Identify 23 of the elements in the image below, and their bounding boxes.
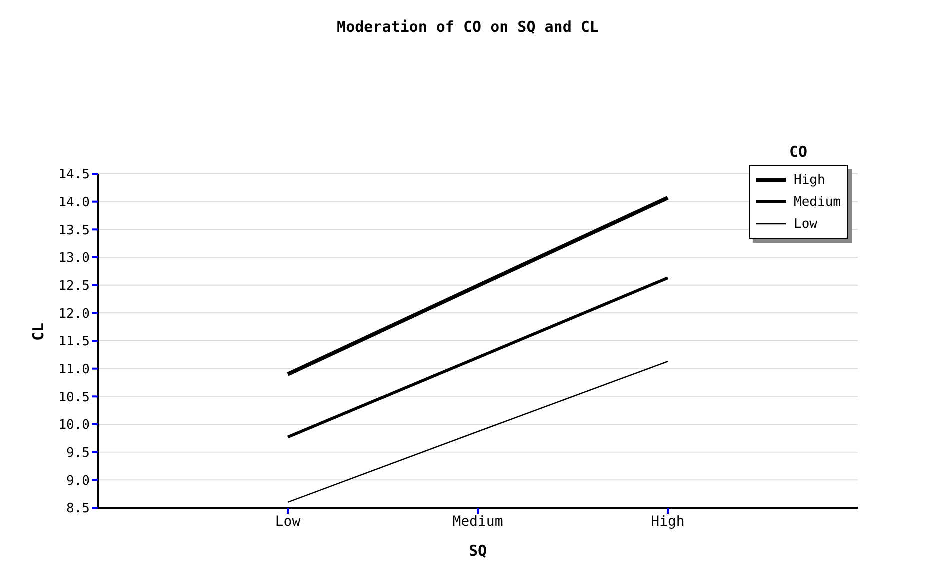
- x-tick-label: Medium: [452, 514, 504, 530]
- y-tick-label: 10.0: [58, 418, 90, 434]
- legend-label: High: [794, 172, 826, 188]
- y-tick-label: 9.5: [66, 446, 90, 461]
- y-tick-label: 14.5: [58, 168, 90, 183]
- legend-title: CO: [788, 143, 809, 161]
- legend-label: Low: [794, 216, 818, 232]
- legend-label: Medium: [794, 194, 841, 210]
- x-tick-label: High: [651, 514, 685, 530]
- y-tick-label: 10.5: [58, 390, 90, 406]
- y-axis-title: CL: [29, 322, 48, 341]
- x-tick-label: Low: [275, 514, 302, 530]
- chart-title: Moderation of CO on SQ and CL: [336, 17, 600, 38]
- y-tick-label: 12.5: [58, 278, 90, 294]
- y-tick-label: 8.5: [66, 502, 90, 517]
- y-tick-label: 11.5: [58, 334, 90, 350]
- y-tick-label: 13.0: [58, 251, 90, 266]
- y-tick-label: 11.0: [58, 362, 90, 378]
- y-tick-label: 12.0: [58, 306, 90, 322]
- y-tick-label: 14.0: [58, 195, 90, 210]
- y-tick-label: 13.5: [58, 223, 90, 238]
- x-axis-title: SQ: [468, 542, 488, 560]
- y-tick-label: 9.0: [66, 474, 90, 489]
